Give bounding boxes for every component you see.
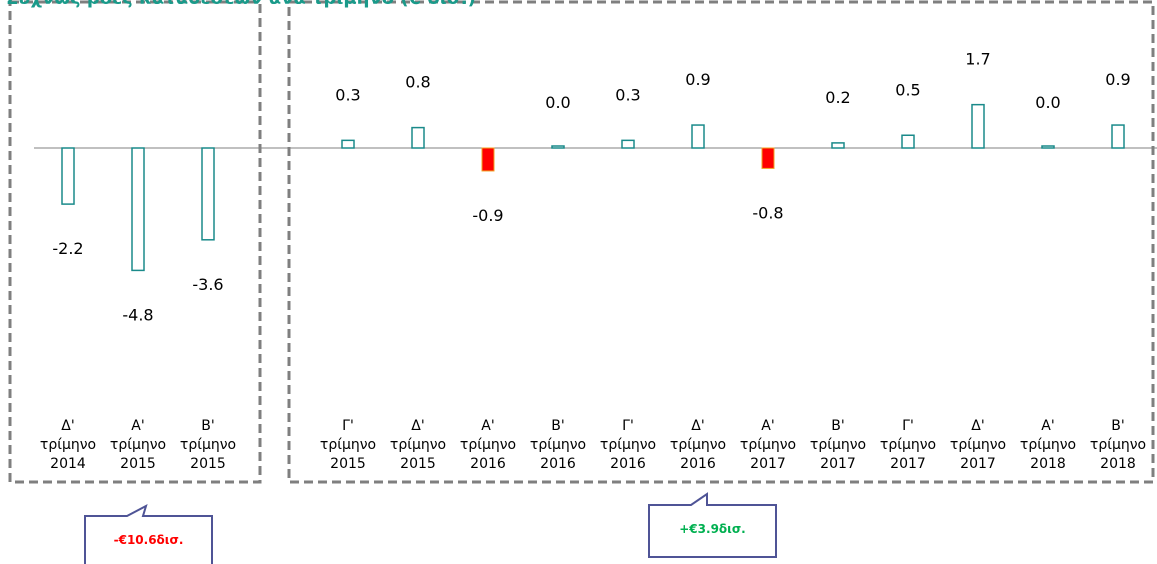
- category-tick-label: Γ': [342, 418, 354, 434]
- category-tick-label: Δ': [61, 418, 74, 434]
- category-tick-label: τρίμηνο: [670, 437, 726, 453]
- data-label: 0.9: [685, 70, 710, 89]
- data-label: 0.3: [615, 85, 640, 104]
- data-label: -4.8: [122, 305, 153, 324]
- category-tick-label: τρίμηνο: [460, 437, 516, 453]
- data-label: 1.7: [965, 50, 990, 69]
- category-tick-label: τρίμηνο: [1020, 437, 1076, 453]
- bar: [551, 145, 565, 149]
- category-tick-label: τρίμηνο: [530, 437, 586, 453]
- category-tick-label: Β': [1111, 418, 1124, 434]
- category-tick-label: Α': [761, 418, 774, 434]
- bar: [61, 147, 75, 205]
- category-tick-label: τρίμηνο: [320, 437, 376, 453]
- chart-title: Συχνώς ροές καταθέσεων ανά τρίμηνο (€ δι…: [6, 0, 476, 9]
- category-tick-label: Δ': [411, 418, 424, 434]
- category-tick-label: 2018: [1100, 456, 1136, 472]
- data-label: 0.9: [1105, 70, 1130, 89]
- data-label: -3.6: [192, 275, 223, 294]
- data-label: 0.5: [895, 80, 920, 99]
- category-tick-label: 2015: [330, 456, 366, 472]
- category-tick-label: τρίμηνο: [180, 437, 236, 453]
- bar: [901, 134, 915, 149]
- category-tick-label: 2014: [50, 456, 86, 472]
- category-tick-label: Δ': [691, 418, 704, 434]
- category-tick-label: Β': [201, 418, 214, 434]
- category-tick-label: 2015: [400, 456, 436, 472]
- category-tick-label: 2018: [1030, 456, 1066, 472]
- bar: [831, 142, 845, 149]
- category-tick-label: Δ': [971, 418, 984, 434]
- category-tick-label: τρίμηνο: [880, 437, 936, 453]
- category-tick-label: 2017: [820, 456, 856, 472]
- category-tick-label: τρίμηνο: [1090, 437, 1146, 453]
- bar: [131, 147, 145, 272]
- data-label: -0.9: [472, 206, 503, 225]
- category-tick-label: Β': [831, 418, 844, 434]
- data-label: 0.0: [1035, 93, 1060, 112]
- data-label: -0.8: [752, 203, 783, 222]
- data-label: -2.2: [52, 239, 83, 258]
- category-tick-label: τρίμηνο: [740, 437, 796, 453]
- category-tick-label: τρίμηνο: [40, 437, 96, 453]
- category-tick-label: Α': [481, 418, 494, 434]
- callout-box-left: [84, 504, 213, 564]
- bar: [621, 139, 635, 149]
- bar: [1111, 124, 1125, 149]
- group-border-1: [8, 0, 262, 484]
- category-tick-label: τρίμηνο: [110, 437, 166, 453]
- category-tick-label: 2017: [750, 456, 786, 472]
- category-tick-label: 2016: [680, 456, 716, 472]
- bar: [341, 139, 355, 149]
- category-tick-label: Α': [131, 418, 144, 434]
- category-tick-label: τρίμηνο: [810, 437, 866, 453]
- bar: [1041, 145, 1055, 149]
- category-tick-label: τρίμηνο: [600, 437, 656, 453]
- data-label: 0.0: [545, 93, 570, 112]
- bar: [481, 147, 495, 172]
- category-tick-label: 2016: [610, 456, 646, 472]
- callout-total-right: +€3.9δισ.: [679, 522, 746, 536]
- bar: [201, 147, 215, 241]
- bar: [411, 126, 425, 149]
- category-tick-label: Γ': [902, 418, 914, 434]
- category-tick-label: 2015: [120, 456, 156, 472]
- category-tick-label: τρίμηνο: [950, 437, 1006, 453]
- category-tick-label: Γ': [622, 418, 634, 434]
- data-label: 0.2: [825, 88, 850, 107]
- category-tick-label: Α': [1041, 418, 1054, 434]
- bar: [761, 147, 775, 169]
- category-tick-label: 2015: [190, 456, 226, 472]
- callout-box-right: [648, 492, 777, 558]
- category-tick-label: τρίμηνο: [390, 437, 446, 453]
- bar: [971, 103, 985, 149]
- bar: [691, 124, 705, 149]
- category-tick-label: 2016: [470, 456, 506, 472]
- category-tick-label: 2017: [890, 456, 926, 472]
- data-label: 0.8: [405, 73, 430, 92]
- category-tick-label: 2017: [960, 456, 996, 472]
- category-tick-label: Β': [551, 418, 564, 434]
- category-tick-label: 2016: [540, 456, 576, 472]
- callout-total-left: -€10.6δισ.: [114, 533, 184, 547]
- data-label: 0.3: [335, 85, 360, 104]
